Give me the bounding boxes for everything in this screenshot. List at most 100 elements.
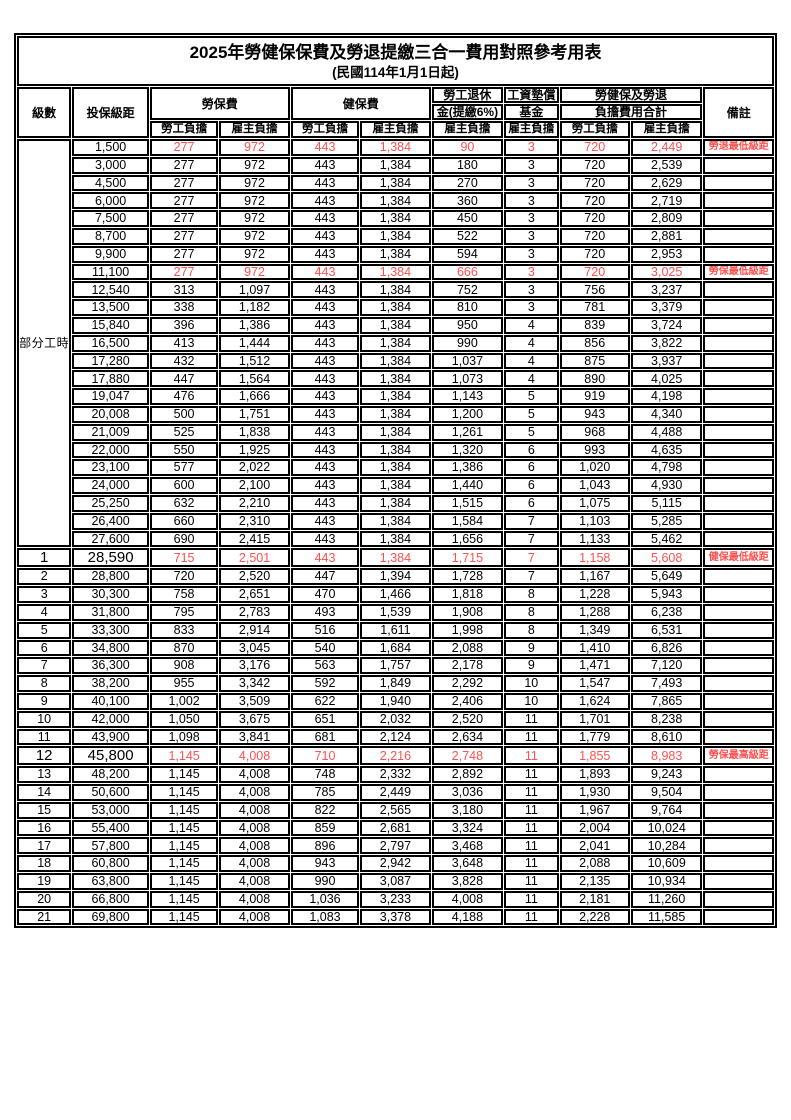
table-row: 3 30,300 758 2,651 470 1,466 1,818 8 1,228 5,943	[17, 586, 774, 603]
value-cell: 972	[219, 156, 290, 174]
col-header-wage-fund-line1: 工資墊償	[504, 87, 559, 103]
remark-cell	[703, 639, 774, 657]
value-cell: 3,841	[219, 728, 290, 746]
value-cell: 2,539	[630, 156, 703, 174]
table-row: 20 66,800 1,145 4,008 1,036 3,233 4,008 11 2,181…	[17, 890, 774, 908]
value-cell: 5	[504, 405, 559, 423]
bracket-cell: 40,100	[72, 692, 149, 710]
value-cell: 710	[290, 746, 360, 766]
bracket-cell: 15,840	[72, 316, 149, 334]
value-cell: 1,349	[559, 621, 630, 639]
value-cell: 972	[219, 210, 290, 227]
col-header-remark: 備註	[703, 87, 774, 138]
value-cell: 2,748	[431, 746, 504, 766]
value-cell: 908	[149, 657, 219, 675]
value-cell: 2,216	[360, 746, 431, 766]
value-cell: 1,384	[360, 548, 431, 568]
value-cell: 833	[149, 621, 219, 639]
value-cell: 443	[290, 139, 360, 156]
level-cell: 17	[17, 837, 72, 855]
table-subtitle: (民國114年1月1日起)	[332, 65, 459, 81]
value-cell: 11	[504, 855, 559, 873]
table-row: 13,500 338 1,182 443 1,384 810 3 781 3,379	[17, 299, 774, 316]
value-cell: 2,914	[219, 621, 290, 639]
value-cell: 4	[504, 352, 559, 370]
remark-cell	[703, 370, 774, 388]
bracket-cell: 8,700	[72, 227, 149, 245]
value-cell: 3,822	[630, 334, 703, 352]
value-cell: 4,008	[219, 819, 290, 837]
value-cell: 277	[149, 192, 219, 210]
value-cell: 277	[149, 139, 219, 156]
value-cell: 1,098	[149, 728, 219, 746]
value-cell: 443	[290, 477, 360, 494]
value-cell: 1,410	[559, 639, 630, 657]
bracket-cell: 22,000	[72, 441, 149, 459]
level-cell: 19	[17, 873, 72, 890]
table-row: 6 34,800 870 3,045 540 1,684 2,088 9 1,410 6,826	[17, 639, 774, 657]
col-header-total-line1: 勞健保及勞退	[559, 87, 703, 103]
remark-cell	[703, 299, 774, 316]
value-cell: 3,648	[431, 855, 504, 873]
table-row: 21,009 525 1,838 443 1,384 1,261 5 968 4,488	[17, 423, 774, 441]
title-cell: 2025年勞健保保費及勞退提繳三合一費用對照參考用表 (民國114年1月1日起)	[17, 36, 774, 86]
value-cell: 2,004	[559, 819, 630, 837]
bracket-cell: 4,500	[72, 174, 149, 192]
col-header-level: 級數	[17, 87, 72, 138]
value-cell: 1,384	[360, 423, 431, 441]
value-cell: 3	[504, 263, 559, 281]
table-row: 16,500 413 1,444 443 1,384 990 4 856 3,822	[17, 334, 774, 352]
value-cell: 1,384	[360, 334, 431, 352]
value-cell: 1,539	[360, 603, 431, 621]
value-cell: 2,041	[559, 837, 630, 855]
value-cell: 1,855	[559, 746, 630, 766]
value-cell: 277	[149, 174, 219, 192]
value-cell: 1,384	[360, 405, 431, 423]
table-row: 17,280 432 1,512 443 1,384 1,037 4 875 3,937	[17, 352, 774, 370]
value-cell: 660	[149, 512, 219, 530]
value-cell: 493	[290, 603, 360, 621]
value-cell: 1,967	[559, 801, 630, 819]
level-cell: 4	[17, 603, 72, 621]
remark-cell	[703, 819, 774, 837]
remark-cell	[703, 192, 774, 210]
bracket-cell: 16,500	[72, 334, 149, 352]
value-cell: 1,145	[149, 746, 219, 766]
value-cell: 1,145	[149, 855, 219, 873]
value-cell: 2,088	[559, 855, 630, 873]
value-cell: 4,008	[219, 784, 290, 801]
value-cell: 443	[290, 530, 360, 548]
value-cell: 11	[504, 746, 559, 766]
value-cell: 1,440	[431, 477, 504, 494]
bracket-cell: 23,100	[72, 459, 149, 477]
value-cell: 3,468	[431, 837, 504, 855]
value-cell: 1,167	[559, 568, 630, 586]
value-cell: 9,504	[630, 784, 703, 801]
value-cell: 5,285	[630, 512, 703, 530]
remark-cell	[703, 352, 774, 370]
remark-cell	[703, 245, 774, 263]
value-cell: 522	[431, 227, 504, 245]
value-cell: 4,188	[431, 908, 504, 926]
value-cell: 2,565	[360, 801, 431, 819]
value-cell: 470	[290, 586, 360, 603]
bracket-cell: 30,300	[72, 586, 149, 603]
remark-cell	[703, 174, 774, 192]
value-cell: 1,145	[149, 890, 219, 908]
value-cell: 594	[431, 245, 504, 263]
remark-cell: 健保最低級距	[703, 548, 774, 568]
value-cell: 6,826	[630, 639, 703, 657]
col-header-wage-fund-line2: 基金	[504, 104, 559, 120]
value-cell: 1,701	[559, 710, 630, 728]
bracket-cell: 26,400	[72, 512, 149, 530]
value-cell: 1,512	[219, 352, 290, 370]
value-cell: 2,022	[219, 459, 290, 477]
value-cell: 2,520	[431, 710, 504, 728]
level-cell: 15	[17, 801, 72, 819]
bracket-cell: 11,100	[72, 263, 149, 281]
remark-cell	[703, 710, 774, 728]
value-cell: 720	[559, 210, 630, 227]
value-cell: 1,145	[149, 801, 219, 819]
value-cell: 1,158	[559, 548, 630, 568]
